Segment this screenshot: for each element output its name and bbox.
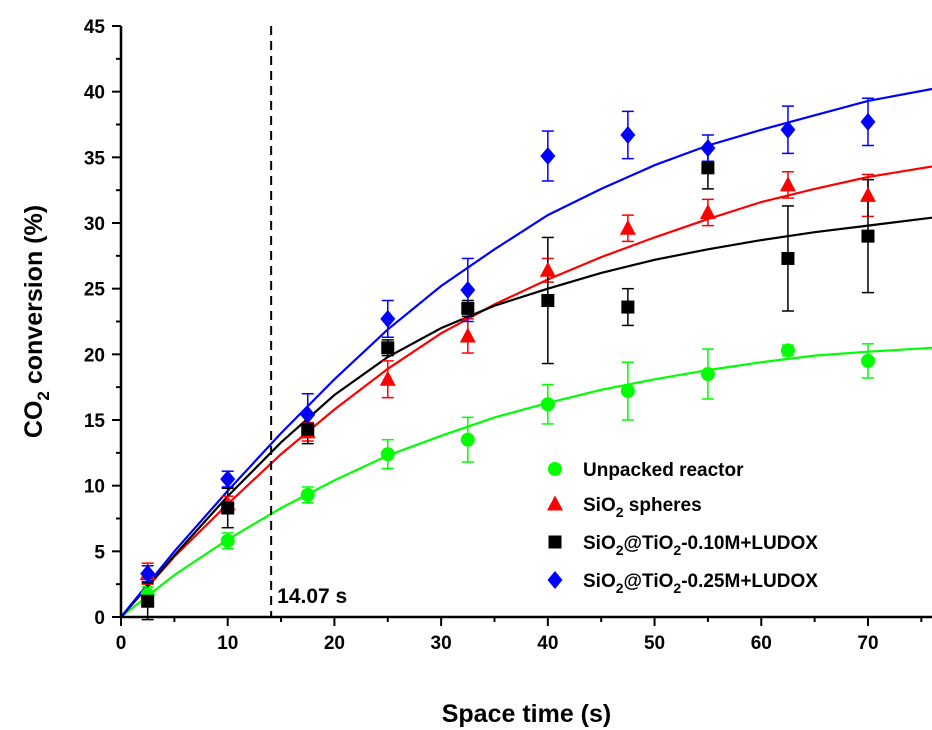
data-point-series-4	[620, 126, 636, 145]
legend-marker	[547, 571, 563, 589]
legend-item: SiO2@TiO2-0.25M+LUDOX	[547, 571, 818, 596]
data-point-series-2	[779, 176, 796, 192]
fit-curve-1	[120, 346, 932, 618]
data-point-series-4	[380, 309, 396, 328]
y-tick-label: 25	[84, 280, 106, 301]
data-point-series-1	[780, 343, 795, 358]
data-point-series-1	[620, 384, 635, 399]
legend-label: Unpacked reactor	[583, 460, 744, 481]
data-point-series-1	[460, 432, 475, 447]
data-point-series-3	[141, 594, 155, 608]
data-point-series-2	[699, 203, 716, 219]
legend-label: SiO2@TiO2-0.10M+LUDOX	[583, 533, 818, 558]
legend-item: SiO2 spheres	[547, 495, 702, 520]
data-point-series-3	[781, 251, 795, 265]
x-tick-label: 0	[116, 633, 127, 654]
y-tick-label: 0	[94, 608, 105, 629]
legend-marker	[547, 495, 563, 511]
y-tick-label: 5	[94, 542, 105, 563]
data-point-series-1	[220, 533, 235, 548]
axes	[112, 25, 932, 626]
data-point-series-1	[540, 397, 555, 412]
x-tick-label: 70	[857, 633, 878, 654]
legend-marker	[548, 535, 562, 549]
tick-labels: 0 10 20 30 40 50 60 70 0 5 10 15 20 25 30 35 40 45	[84, 17, 879, 654]
y-tick-label: 40	[84, 83, 105, 104]
y-tick-label: 35	[84, 148, 106, 169]
data-point-series-1	[300, 487, 315, 502]
y-tick-label: 20	[84, 345, 105, 366]
x-tick-label: 20	[324, 633, 345, 654]
data-markers	[139, 112, 876, 608]
fit-curve-3	[120, 216, 932, 618]
x-tick-label: 30	[431, 633, 452, 654]
data-point-series-4	[780, 120, 796, 139]
annotation-label: 14.07 s	[277, 585, 347, 608]
data-point-series-1	[380, 447, 395, 462]
y-axis-title-subscript: 2	[34, 391, 53, 400]
y-tick-label: 30	[84, 214, 105, 235]
data-point-series-4	[700, 139, 716, 158]
y-axis-title-main: CO	[20, 401, 48, 439]
data-point-series-3	[301, 422, 315, 436]
y-tick-label: 10	[84, 477, 105, 498]
data-point-series-2	[619, 219, 636, 235]
data-point-series-3	[541, 293, 555, 307]
x-tick-label: 60	[751, 633, 772, 654]
data-point-series-3	[461, 301, 475, 315]
data-point-series-2	[379, 370, 396, 386]
data-point-series-3	[861, 229, 875, 243]
y-axis-title: CO2 conversion (%)	[20, 205, 53, 438]
x-axis-title: Space time (s)	[442, 700, 612, 728]
legend-item: SiO2@TiO2-0.10M+LUDOX	[548, 533, 818, 558]
data-point-series-3	[701, 161, 715, 175]
legend-item: Unpacked reactor	[548, 460, 744, 481]
data-point-series-2	[459, 327, 476, 343]
y-tick-label: 15	[84, 411, 106, 432]
data-point-series-4	[860, 112, 876, 131]
data-point-series-1	[860, 353, 875, 368]
y-axis-title-rest: conversion (%)	[20, 205, 48, 391]
legend-label: SiO2@TiO2-0.25M+LUDOX	[583, 571, 818, 596]
data-point-series-4	[220, 470, 236, 489]
data-point-series-4	[300, 405, 316, 424]
data-point-series-3	[621, 300, 635, 314]
data-point-series-3	[221, 501, 235, 515]
data-point-series-3	[381, 341, 395, 355]
x-tick-label: 40	[537, 633, 558, 654]
legend: Unpacked reactor SiO2 spheres SiO2@TiO2-0.…	[547, 460, 818, 596]
data-point-series-4	[460, 280, 476, 299]
x-tick-label: 50	[644, 633, 665, 654]
data-point-series-4	[140, 564, 156, 583]
legend-marker	[548, 462, 562, 476]
data-point-series-2	[539, 261, 556, 277]
legend-label: SiO2 spheres	[583, 495, 702, 520]
data-point-series-4	[540, 147, 556, 166]
y-tick-label: 45	[84, 17, 106, 38]
data-point-series-1	[700, 367, 715, 382]
annotation-group: 14.07 s	[270, 26, 347, 617]
x-tick-label: 10	[217, 633, 238, 654]
data-point-series-2	[859, 186, 876, 202]
